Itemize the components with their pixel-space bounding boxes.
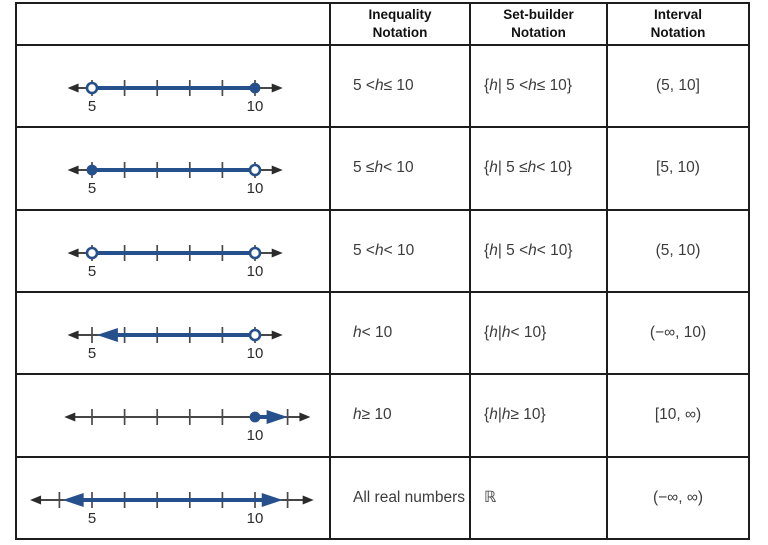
- numberline-diagram: 5 10: [67, 244, 283, 280]
- math-text-part: | 5 <: [497, 241, 529, 259]
- math-text-part: All real numbers: [353, 488, 465, 506]
- math-text-part: {: [484, 77, 490, 95]
- math-text-part: |: [497, 406, 502, 424]
- math-text-part: < 10: [510, 324, 542, 342]
- math-text-part: h: [374, 159, 384, 177]
- numberline-cell: 5 10: [17, 128, 329, 209]
- svg-text:10: 10: [247, 345, 264, 362]
- math-text-part: 5 <: [353, 77, 375, 95]
- interval-cell: [10, ∞): [608, 375, 748, 456]
- math-text-part: h: [501, 406, 511, 424]
- math-text-part: }: [566, 159, 573, 177]
- math-text-part: < 10: [383, 159, 414, 177]
- setbuilder-cell: {h | h < 10}: [471, 293, 606, 374]
- math-text-part: }: [567, 241, 573, 259]
- numberline-cell: 5 10: [17, 46, 329, 127]
- math-text-part: ≤ 10: [536, 77, 567, 95]
- inequality-cell: h ≥ 10: [331, 375, 469, 456]
- math-text-part: }: [540, 406, 546, 424]
- math-text-part: h: [527, 159, 537, 177]
- math-text-part: | 5 <: [497, 77, 529, 95]
- math-text-part: h: [374, 241, 384, 259]
- math-text-part: 5 <: [353, 241, 375, 259]
- math-text-part: h: [528, 241, 537, 259]
- svg-text:10: 10: [247, 98, 264, 115]
- math-text-part: < 10: [383, 241, 415, 259]
- math-text-part: h: [353, 406, 362, 424]
- math-text-part: |: [497, 324, 502, 342]
- svg-text:10: 10: [247, 180, 264, 197]
- math-text-part: ≤ 10: [383, 77, 414, 95]
- header-inequality-line2: Notation: [372, 25, 428, 40]
- setbuilder-cell: {h | 5 ≤ h < 10}: [471, 128, 606, 209]
- math-text-part: h: [489, 324, 498, 342]
- header-setbuilder-line2: Notation: [511, 25, 566, 40]
- svg-text:5: 5: [88, 180, 96, 197]
- header-inequality-line1: Inequality: [368, 7, 432, 23]
- setbuilder-cell: {h | h ≥ 10}: [471, 375, 606, 456]
- interval-cell: (5, 10]: [608, 46, 748, 127]
- svg-text:10: 10: [247, 263, 264, 280]
- numberline-diagram: 5 10: [67, 162, 283, 197]
- svg-text:5: 5: [88, 98, 96, 115]
- numberline-cell: 5 10: [17, 293, 329, 374]
- interval-cell: [5, 10): [608, 128, 748, 209]
- math-text-part: }: [541, 324, 547, 342]
- svg-text:10: 10: [247, 427, 264, 444]
- svg-text:5: 5: [88, 345, 96, 362]
- math-text-part: {: [484, 324, 490, 342]
- svg-text:5: 5: [88, 510, 96, 527]
- numberline-diagram: 5 10: [30, 491, 314, 527]
- math-text-part: h: [489, 241, 498, 259]
- header-setbuilder-line1: Set-builder: [503, 7, 574, 23]
- interval-cell: (−∞, 10): [608, 293, 748, 374]
- numberline-cell: 10: [17, 375, 329, 456]
- math-text-part: ≥ 10: [510, 406, 541, 424]
- header-numberline-cell: [17, 4, 329, 44]
- numberline-diagram: 10: [64, 409, 311, 444]
- math-text-part: < 10: [536, 159, 567, 177]
- numberline-cell: 5 10: [17, 457, 329, 538]
- math-text-part: h: [528, 77, 537, 95]
- math-text-part: {: [484, 406, 490, 424]
- header-interval-line1: Interval: [653, 7, 703, 23]
- inequality-cell: 5 < h ≤ 10: [331, 46, 469, 127]
- svg-text:5: 5: [88, 263, 96, 280]
- header-inequality: Inequality Notation: [331, 4, 469, 44]
- inequality-cell: h < 10: [331, 293, 469, 374]
- inequality-cell: All real numbers: [331, 457, 469, 538]
- math-text-part: ≥ 10: [361, 406, 392, 424]
- math-text-part: h: [353, 324, 362, 342]
- interval-cell: (−∞, ∞): [608, 457, 748, 538]
- math-text-part: h: [374, 77, 384, 95]
- math-text-part: h: [489, 159, 498, 177]
- numberline-diagram: 5 10: [67, 80, 283, 115]
- svg-text:10: 10: [247, 510, 264, 527]
- math-text-part: {: [484, 159, 490, 177]
- math-text-part: h: [489, 77, 498, 95]
- inequality-cell: 5 < h < 10: [331, 210, 469, 291]
- math-text-part: {: [484, 241, 490, 259]
- interval-cell: (5, 10): [608, 210, 748, 291]
- math-text-part: h: [501, 324, 511, 342]
- inequality-cell: 5 ≤ h < 10: [331, 128, 469, 209]
- header-setbuilder: Set-builder Notation: [471, 4, 606, 44]
- math-text-part: < 10: [361, 324, 393, 342]
- numberline-cell: 5 10: [17, 210, 329, 291]
- header-interval: Interval Notation: [608, 4, 748, 44]
- math-text-part: ℝ: [484, 489, 497, 507]
- setbuilder-cell: {h | 5 < h < 10}: [471, 210, 606, 291]
- notation-table: Inequality Notation Set-builder Notation…: [15, 2, 750, 540]
- numberline-diagram: 5 10: [67, 327, 283, 362]
- math-text-part: }: [566, 77, 572, 95]
- math-text-part: < 10: [536, 241, 568, 259]
- math-text-part: h: [489, 406, 498, 424]
- math-text-part: | 5 ≤: [497, 159, 528, 177]
- setbuilder-cell: {h | 5 < h ≤ 10}: [471, 46, 606, 127]
- math-text-part: 5 ≤: [353, 159, 375, 177]
- setbuilder-cell: ℝ: [471, 457, 606, 538]
- header-interval-line2: Notation: [650, 25, 706, 40]
